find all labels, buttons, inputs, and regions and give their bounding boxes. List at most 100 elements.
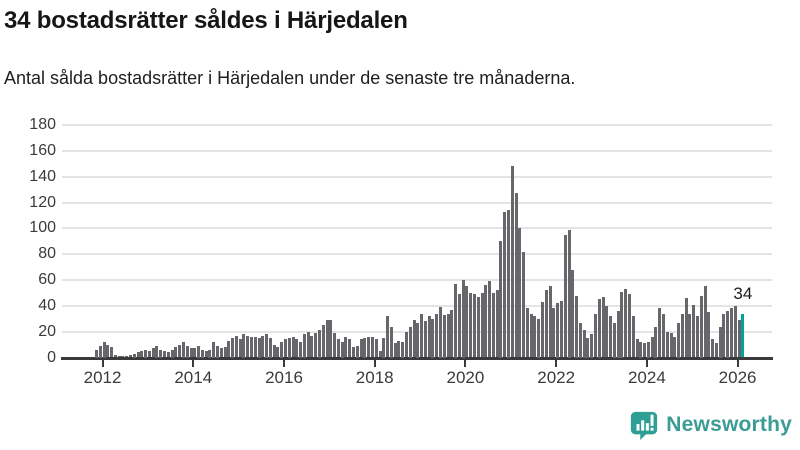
bar xyxy=(348,339,352,358)
bar xyxy=(321,325,325,358)
bar xyxy=(140,351,144,358)
bar xyxy=(170,349,174,358)
bar xyxy=(329,320,333,358)
bar xyxy=(318,330,322,358)
bar xyxy=(246,335,250,358)
bar xyxy=(480,292,484,358)
bar xyxy=(340,342,344,358)
bar xyxy=(284,339,287,358)
bar xyxy=(556,303,560,358)
bar xyxy=(215,345,219,358)
bar xyxy=(503,211,507,358)
bar xyxy=(662,313,665,358)
y-axis-tick-label: 160 xyxy=(29,141,56,159)
y-axis-tick-label: 40 xyxy=(38,296,56,314)
bar xyxy=(677,322,681,358)
bar xyxy=(465,286,469,358)
bar xyxy=(185,345,189,358)
bar xyxy=(525,308,529,358)
bar xyxy=(491,292,495,358)
gridline xyxy=(62,227,772,230)
bar xyxy=(257,338,261,358)
bar xyxy=(658,308,662,358)
bar xyxy=(155,345,159,358)
bar xyxy=(435,313,439,358)
bar xyxy=(412,320,416,358)
bar xyxy=(609,316,613,358)
x-axis-tick xyxy=(555,359,558,367)
x-axis-tick xyxy=(283,359,285,367)
bar-highlighted-latest xyxy=(741,313,745,358)
bar xyxy=(605,305,609,358)
bar xyxy=(163,351,167,358)
newsworthy-logo-text: Newsworthy xyxy=(666,413,792,436)
gridline xyxy=(62,253,772,256)
bar xyxy=(200,349,204,358)
bar xyxy=(95,349,98,358)
bar xyxy=(718,326,722,358)
x-axis-tick xyxy=(101,359,104,367)
gridline xyxy=(62,175,772,178)
bar xyxy=(703,286,707,358)
bar xyxy=(397,340,401,358)
bar xyxy=(650,336,654,358)
bar xyxy=(355,345,359,358)
bar xyxy=(178,344,182,358)
bar xyxy=(306,331,310,358)
y-axis-tick-label: 120 xyxy=(29,193,56,211)
newsworthy-logo[interactable]: Newsworthy xyxy=(629,410,792,440)
bar xyxy=(359,339,363,358)
bar xyxy=(711,339,715,358)
bar xyxy=(367,336,371,358)
bar xyxy=(363,338,367,358)
bar xyxy=(333,332,337,358)
bar xyxy=(117,356,121,358)
bar xyxy=(567,229,571,358)
bar xyxy=(688,313,692,358)
bar xyxy=(401,342,405,358)
latest-value-label: 34 xyxy=(733,283,753,303)
bar xyxy=(336,339,340,358)
bar xyxy=(563,234,567,358)
bar xyxy=(431,318,435,358)
bar xyxy=(692,304,696,358)
bar xyxy=(722,313,726,358)
bar xyxy=(665,331,669,358)
x-axis-line xyxy=(61,356,773,360)
bar xyxy=(181,342,185,358)
bar xyxy=(299,342,303,358)
bar xyxy=(627,294,631,358)
bar xyxy=(110,347,114,358)
gridline xyxy=(62,304,772,307)
bar xyxy=(578,322,582,358)
bar xyxy=(495,290,499,358)
page-title: 34 bostadsrätter såldes i Härjedalen xyxy=(4,7,408,34)
bar xyxy=(673,336,677,358)
gridline xyxy=(62,149,772,152)
bar xyxy=(272,344,276,358)
x-axis-tick-label: 2016 xyxy=(265,368,303,387)
bar xyxy=(442,314,446,358)
y-axis-tick-label: 140 xyxy=(29,167,56,185)
bar xyxy=(113,354,117,358)
x-axis-tick xyxy=(645,359,648,367)
bar xyxy=(507,210,511,358)
bar xyxy=(310,335,314,358)
x-axis-tick xyxy=(192,359,195,367)
bar xyxy=(575,295,579,358)
bar xyxy=(571,269,575,358)
x-axis-tick-label: 2014 xyxy=(174,368,213,387)
bar xyxy=(680,313,684,358)
bar xyxy=(529,313,533,358)
bar xyxy=(646,342,650,358)
bar xyxy=(393,343,397,358)
bar xyxy=(231,338,235,358)
bar xyxy=(484,285,488,358)
bar xyxy=(132,353,136,358)
y-axis-tick-label: 60 xyxy=(38,271,56,288)
bar xyxy=(208,349,212,358)
bar xyxy=(374,339,378,358)
bar xyxy=(287,338,291,358)
